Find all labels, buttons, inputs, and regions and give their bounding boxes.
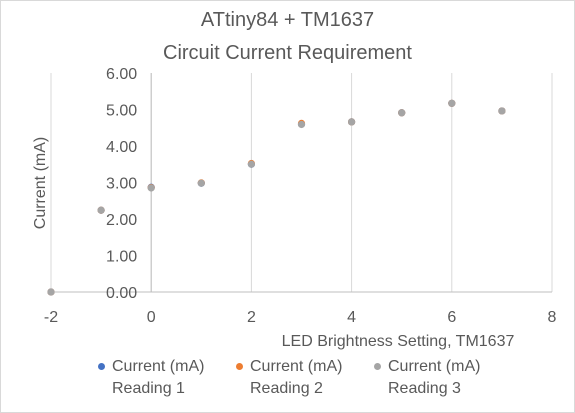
legend-label-line-2: Reading 3 <box>388 380 461 397</box>
chart-title-line-2: Circuit Current Requirement <box>163 42 412 64</box>
legend-marker-reading-3 <box>374 363 381 370</box>
data-point-reading-3 <box>398 109 406 117</box>
legend-marker-reading-1 <box>98 363 105 370</box>
data-point-reading-3 <box>197 179 205 187</box>
x-tick-label: 8 <box>548 309 557 326</box>
y-tick-label: 4.00 <box>106 139 137 156</box>
data-point-reading-3 <box>247 160 255 168</box>
data-point-reading-3 <box>448 99 456 107</box>
data-point-reading-3 <box>147 184 155 192</box>
x-tick-label: 4 <box>347 309 356 326</box>
legend-marker-reading-2 <box>236 363 243 370</box>
chart-legend: Current (mA) Reading 1 Current (mA) Read… <box>0 356 575 406</box>
legend-label-line-1: Current (mA) <box>250 358 343 375</box>
y-tick-label: 1.00 <box>106 249 137 266</box>
legend-label-line-1: Current (mA) <box>388 358 481 375</box>
data-point-reading-3 <box>297 120 306 129</box>
data-point-reading-3 <box>498 107 506 115</box>
y-axis-title: Current (mA) <box>32 137 49 229</box>
y-tick-label: 5.00 <box>106 103 137 120</box>
data-point-reading-3 <box>47 288 55 296</box>
y-tick-label: 6.00 <box>106 66 137 83</box>
chart-title-line-1: ATtiny84 + TM1637 <box>200 9 375 31</box>
y-tick-label: 2.00 <box>106 212 137 229</box>
y-tick-label: 0.00 <box>106 285 137 302</box>
legend-label-line-1: Current (mA) <box>112 358 205 375</box>
data-point-reading-3 <box>97 206 105 214</box>
legend-label-line-2: Reading 1 <box>112 380 185 397</box>
data-point-reading-3 <box>348 118 356 126</box>
x-tick-label: 0 <box>147 309 156 326</box>
x-tick-label: 6 <box>447 309 456 326</box>
y-tick-label: 3.00 <box>106 176 137 193</box>
x-axis-title: LED Brightness Setting, TM1637 <box>282 333 515 350</box>
x-tick-label: -2 <box>44 309 58 326</box>
legend-label-line-2: Reading 2 <box>250 380 323 397</box>
x-tick-label: 2 <box>247 309 256 326</box>
